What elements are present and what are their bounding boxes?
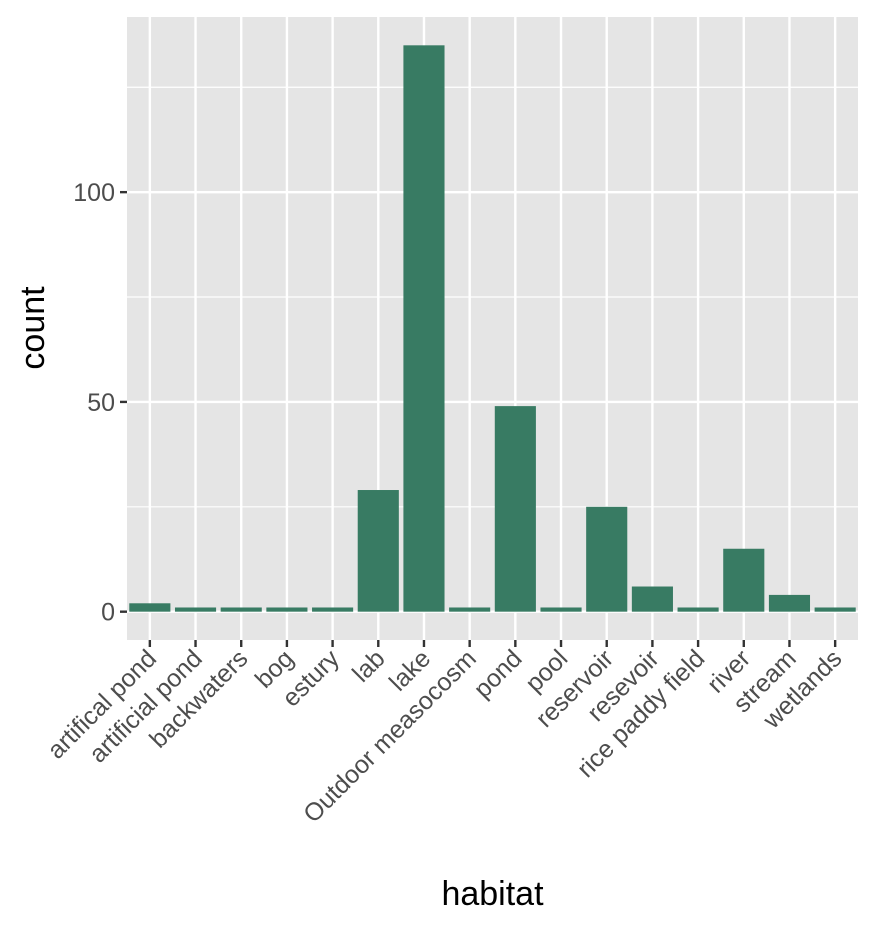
bar-wetlands — [814, 607, 856, 612]
y-axis-title: count — [14, 286, 52, 370]
bar-artifical-pond — [129, 603, 171, 612]
bar-pond — [494, 406, 536, 612]
bar-lab — [357, 490, 399, 612]
bar-rice-paddy-field — [677, 607, 719, 612]
y-tick-label: 50 — [87, 389, 115, 417]
bar-pool — [540, 607, 582, 612]
minor-gridlines — [127, 86, 858, 508]
bar-reservoir — [586, 506, 628, 612]
bar-resevoir — [631, 586, 673, 612]
x-tick-label: pond — [468, 644, 527, 703]
bar-stream — [768, 594, 811, 612]
bar-lake — [403, 45, 445, 612]
plot-panel — [127, 17, 858, 640]
y-tick-label: 100 — [73, 179, 115, 207]
bar-outdoor-measocosm — [449, 607, 491, 612]
bar-river — [723, 548, 765, 612]
bar-bog — [266, 607, 308, 612]
y-axis: 0 50 100 — [73, 179, 127, 627]
bar-estury — [312, 607, 354, 612]
bars — [129, 45, 856, 612]
bar-backwaters — [220, 607, 262, 612]
bar-artificial-pond — [174, 607, 217, 612]
y-tick-label: 0 — [101, 599, 115, 627]
x-axis-title: habitat — [441, 875, 544, 913]
x-tick-label: lab — [347, 644, 390, 687]
